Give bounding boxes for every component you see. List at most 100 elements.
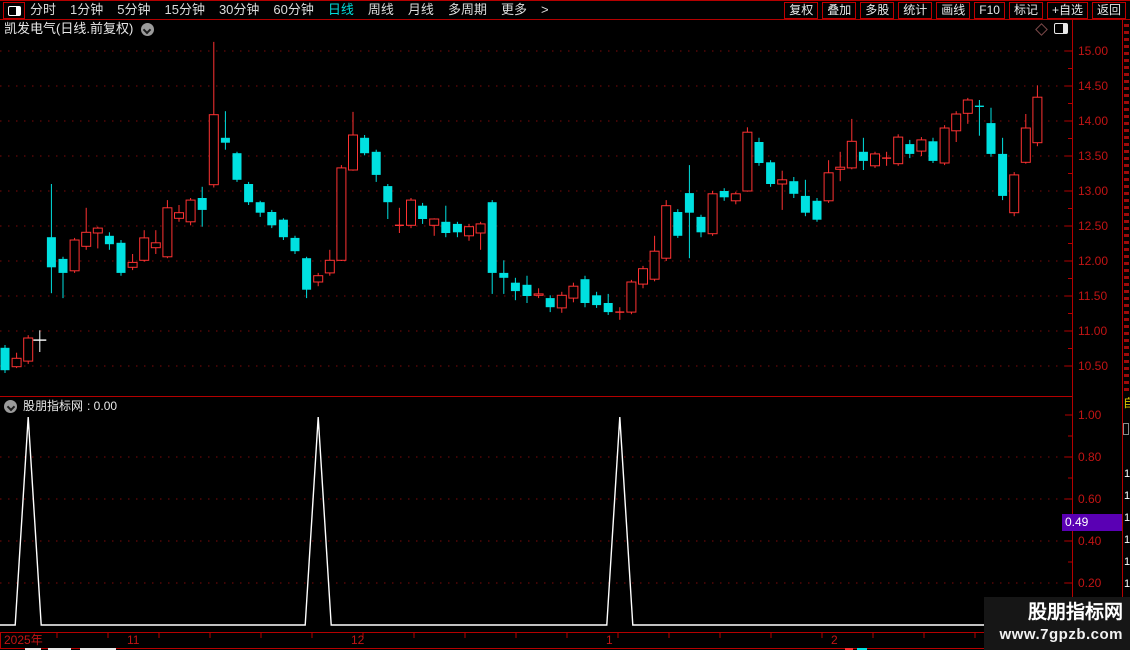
toolbar-button-8[interactable]: 返回 xyxy=(1091,1,1126,19)
toolbar-button-5[interactable]: F10 xyxy=(974,1,1005,19)
period-tab-0[interactable]: 分时 xyxy=(30,2,57,17)
period-tab-7[interactable]: 周线 xyxy=(367,2,394,17)
candle xyxy=(696,214,706,238)
toolbar-button-0[interactable]: 复权 xyxy=(784,1,819,19)
candle xyxy=(418,202,428,224)
candle xyxy=(649,235,660,282)
candle xyxy=(197,186,207,227)
candle xyxy=(673,209,683,238)
clipped-statusbar-fragment xyxy=(25,648,41,650)
candle xyxy=(719,188,729,201)
period-tab-3[interactable]: 15分钟 xyxy=(164,2,205,17)
indicator-axis-label: 0.40 xyxy=(1078,534,1102,548)
candle xyxy=(324,249,335,276)
candle xyxy=(116,240,126,276)
candle xyxy=(302,256,312,299)
price-label: 15.00 xyxy=(1078,44,1109,58)
more-arrow-icon[interactable]: > xyxy=(540,2,549,17)
candle xyxy=(406,198,416,229)
candle xyxy=(104,232,114,250)
candle xyxy=(185,198,196,226)
candle xyxy=(499,260,509,294)
toolbar-button-2[interactable]: 多股 xyxy=(860,1,895,19)
diamond-icon[interactable] xyxy=(1035,23,1048,36)
candle xyxy=(939,125,950,166)
candle xyxy=(800,179,810,217)
candle xyxy=(974,100,984,136)
panel-toggle-icon[interactable] xyxy=(1054,23,1068,34)
toolbar-button-7[interactable]: +自选 xyxy=(1046,1,1088,19)
chevron-down-circle-icon[interactable] xyxy=(4,400,17,413)
price-label: 10.50 xyxy=(1078,359,1109,373)
candle xyxy=(244,181,254,205)
candle xyxy=(812,198,822,222)
candle xyxy=(46,184,56,294)
candle xyxy=(846,118,857,170)
period-tab-6[interactable]: 日线 xyxy=(327,2,354,17)
candle xyxy=(1032,85,1043,147)
clipped-yellow-char: 自 xyxy=(1123,397,1130,410)
panel-toggle-icon[interactable] xyxy=(3,2,25,19)
candle xyxy=(92,226,103,249)
candle xyxy=(916,137,927,156)
candle xyxy=(1009,172,1020,217)
candle xyxy=(464,223,474,241)
clipped-digit: 1 xyxy=(1124,468,1130,480)
candle xyxy=(858,137,868,170)
toolbar-button-3[interactable]: 统计 xyxy=(898,1,933,19)
clipped-digit: 1 xyxy=(1124,534,1130,546)
candle xyxy=(313,272,324,287)
indicator-header: 股朋指标网 : 0.00 xyxy=(4,399,117,414)
candle xyxy=(23,335,34,364)
period-tab-5[interactable]: 60分钟 xyxy=(273,2,314,17)
candle xyxy=(661,200,672,261)
toolbar-button-4[interactable]: 画线 xyxy=(936,1,971,19)
candle xyxy=(754,137,764,166)
candle xyxy=(962,97,973,124)
price-label: 12.50 xyxy=(1078,219,1109,233)
candle xyxy=(766,160,776,187)
clipped-digit: 1 xyxy=(1124,556,1130,568)
period-tab-1[interactable]: 1分钟 xyxy=(70,2,104,17)
candle xyxy=(951,111,962,142)
candle xyxy=(556,291,567,313)
candle xyxy=(336,165,347,261)
period-tab-2[interactable]: 5分钟 xyxy=(117,2,151,17)
chevron-down-circle-icon[interactable] xyxy=(140,23,154,37)
candle xyxy=(394,207,404,233)
candle xyxy=(870,151,880,168)
candle xyxy=(69,237,80,273)
candle xyxy=(592,291,602,308)
period-tab-10[interactable]: 更多 xyxy=(500,2,527,17)
indicator-signal-line xyxy=(0,416,1070,626)
candle xyxy=(580,275,590,308)
clipped-statusbar-fragment xyxy=(48,648,71,650)
toolbar-button-1[interactable]: 叠加 xyxy=(822,1,857,19)
month-label: 2 xyxy=(831,633,838,647)
period-tab-4[interactable]: 30分钟 xyxy=(218,2,260,17)
candle xyxy=(0,345,10,373)
candle xyxy=(127,254,138,271)
month-label: 1 xyxy=(606,633,613,647)
chart-corner-icons xyxy=(1034,23,1070,36)
candle xyxy=(615,307,625,320)
indicator-axis-label: 0.80 xyxy=(1078,450,1102,464)
candle xyxy=(267,209,277,229)
clipped-box-fragment xyxy=(1123,423,1129,435)
period-tabs: 分时 1分钟 5分钟 15分钟 30分钟 60分钟 日线 周线 月线 多周期 更多 > xyxy=(30,2,549,18)
candle xyxy=(290,235,300,254)
candle-series xyxy=(0,41,1043,373)
chart-title: 凯发电气(日线.前复权) xyxy=(4,21,134,36)
period-tab-9[interactable]: 多周期 xyxy=(447,2,487,17)
candle xyxy=(1020,114,1031,164)
candle xyxy=(638,265,648,289)
candle xyxy=(11,352,22,369)
candle xyxy=(174,205,184,222)
period-tab-8[interactable]: 月线 xyxy=(407,2,434,17)
clipped-digit: 1 xyxy=(1124,512,1130,524)
toolbar-button-6[interactable]: 标记 xyxy=(1008,1,1043,19)
indicator-name: 股朋指标网 xyxy=(23,399,84,413)
candle xyxy=(835,151,846,182)
